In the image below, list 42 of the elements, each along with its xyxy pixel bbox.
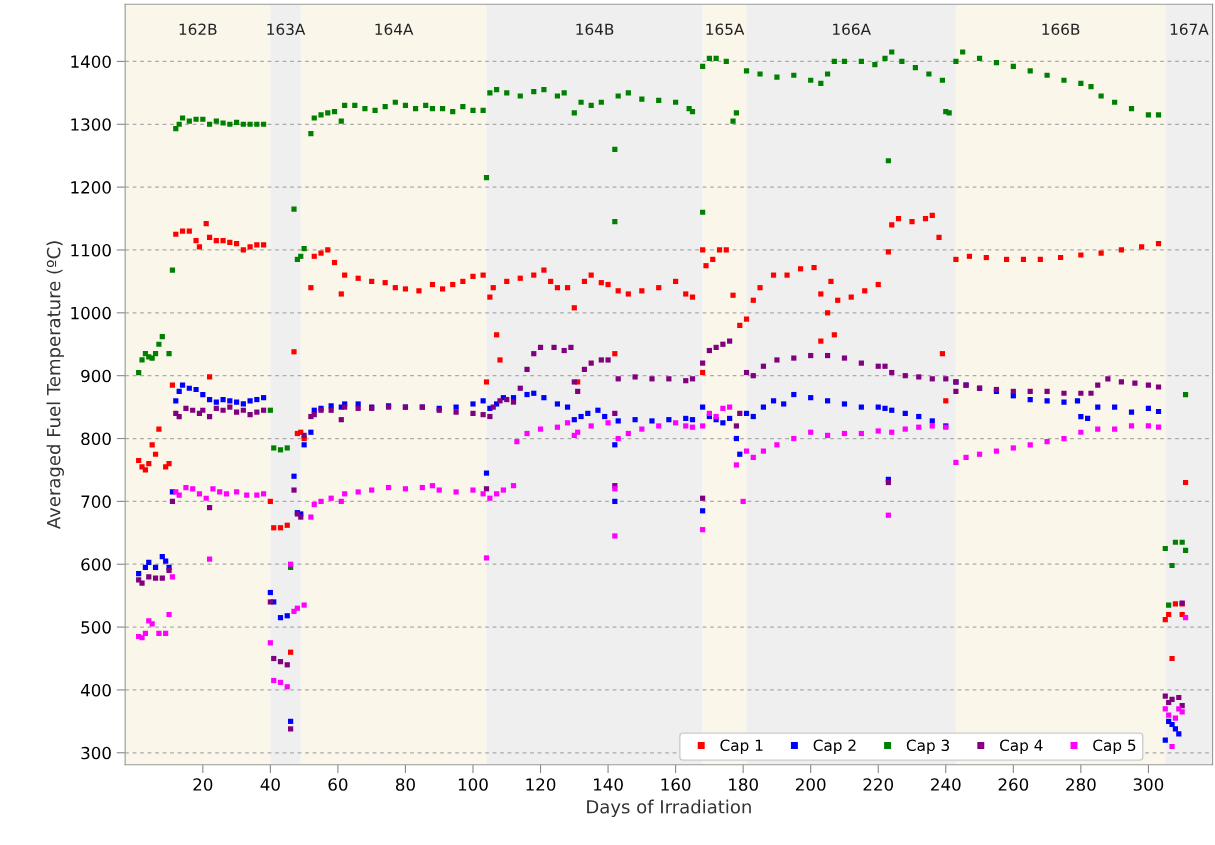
y-tick-label: 700: [81, 495, 111, 508]
y-tick-label: 300: [81, 746, 111, 760]
band-label: 167A: [1170, 23, 1209, 36]
band-label: 164A: [375, 23, 414, 36]
y-tick-label: 600: [81, 558, 111, 571]
x-tick-label: 220: [863, 778, 894, 791]
y-axis-title: Averaged Fuel Temperature (ºC): [46, 241, 64, 530]
x-axis-title: Days of Irradiation: [587, 799, 751, 818]
band-label: 162B: [179, 23, 217, 36]
y-tick-label: 900: [81, 369, 111, 383]
x-tick-label: 120: [526, 778, 556, 791]
y-tick-label: 1400: [71, 55, 111, 68]
x-tick-label: 200: [796, 778, 826, 791]
x-tick-label: 160: [661, 778, 691, 791]
x-tick-label: 20: [193, 778, 213, 791]
band-label: 166B: [1042, 23, 1080, 36]
legend-label: Cap 2: [813, 739, 856, 755]
band-label: 165A: [706, 23, 745, 36]
x-tick-label: 60: [328, 778, 348, 791]
y-tick-label: 1000: [71, 306, 111, 320]
x-tick-label: 300: [1133, 778, 1164, 791]
band-label: 164B: [576, 23, 614, 36]
x-tick-label: 180: [729, 778, 758, 791]
legend-label: Cap 5: [1093, 739, 1136, 755]
legend-label: Cap 3: [906, 739, 950, 755]
band-label: 166A: [833, 23, 871, 36]
y-tick-label: 400: [80, 683, 111, 697]
x-tick-label: 240: [931, 778, 961, 791]
y-tick-label: 1100: [71, 243, 111, 257]
legend-label: Cap 4: [999, 739, 1043, 755]
x-tick-label: 80: [395, 778, 415, 791]
x-tick-label: 260: [998, 778, 1029, 791]
y-tick-label: 1200: [71, 181, 111, 194]
x-tick-label: 280: [1066, 778, 1096, 791]
band-label: 163A: [267, 23, 306, 36]
x-tick-label: 40: [260, 778, 280, 791]
y-tick-label: 800: [81, 432, 111, 446]
legend-label: Cap 1: [720, 739, 763, 755]
y-tick-label: 1300: [71, 118, 111, 131]
x-tick-label: 140: [593, 778, 623, 791]
y-tick-label: 500: [81, 621, 111, 634]
x-tick-label: 100: [458, 778, 488, 791]
